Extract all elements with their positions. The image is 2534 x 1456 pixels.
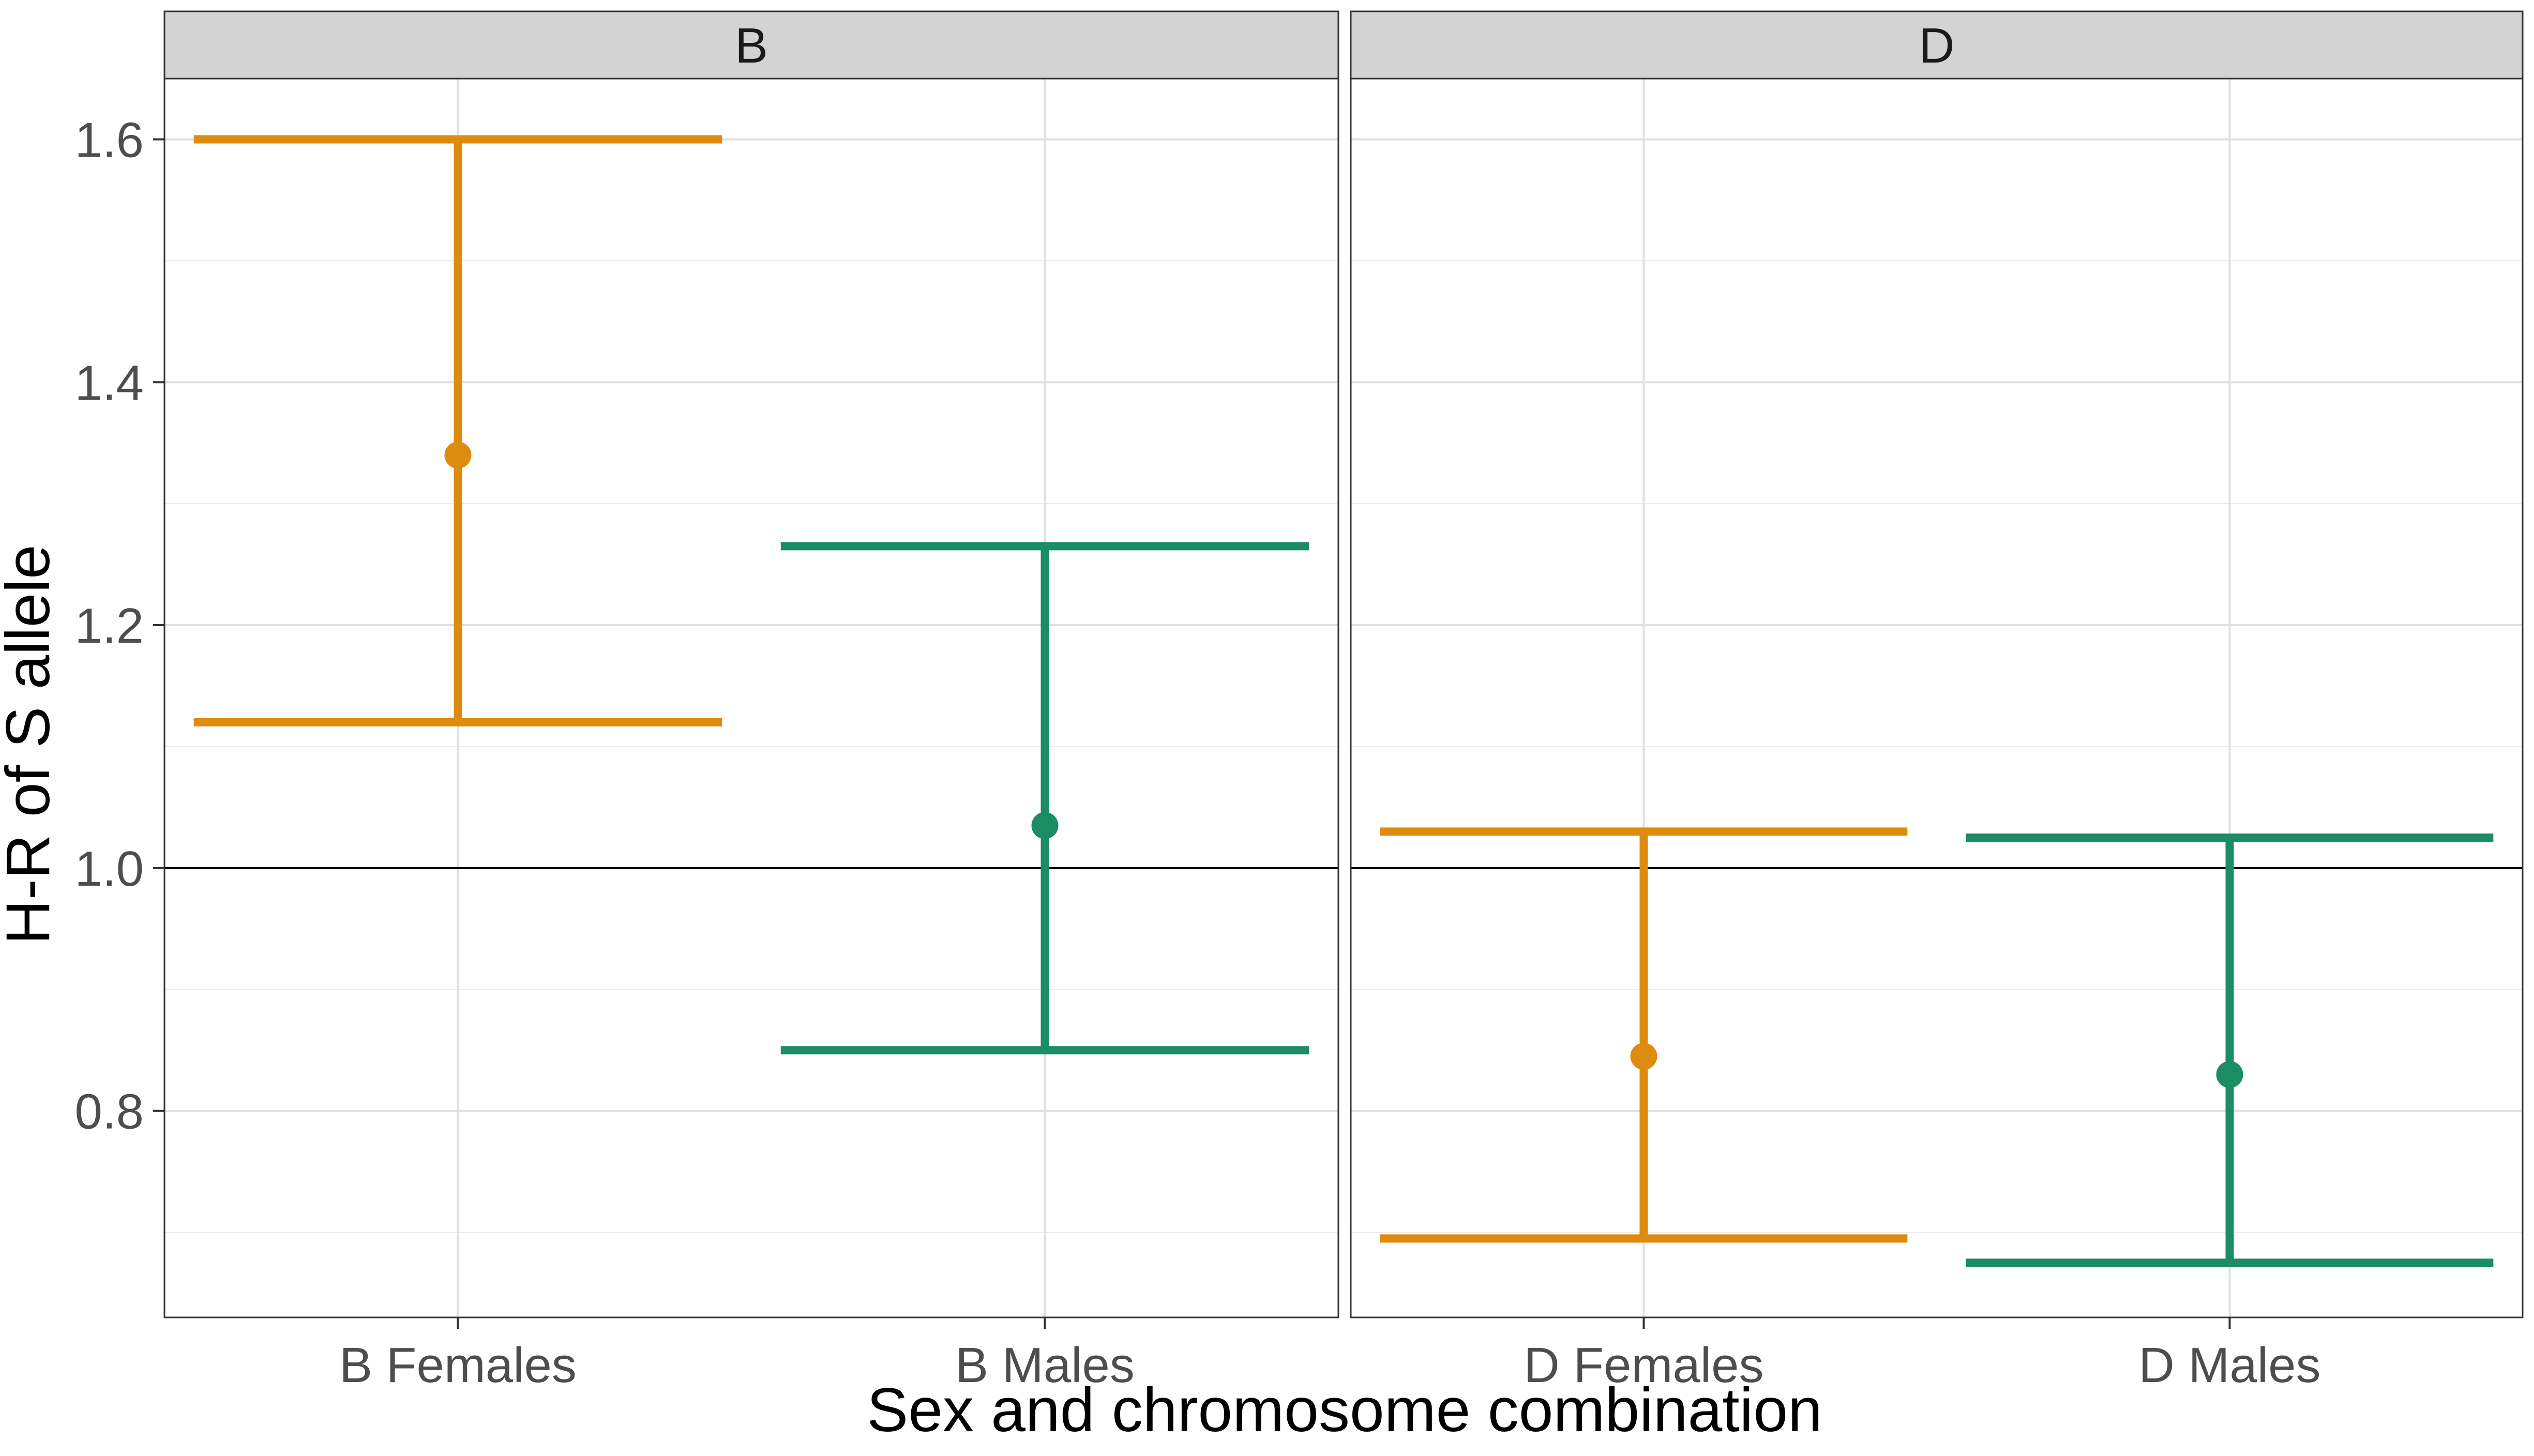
facet-strip [1350, 10, 2524, 80]
point-estimate [2216, 1061, 2243, 1088]
errorbar-d-females [1380, 827, 1908, 1243]
point-estimate [1031, 812, 1059, 839]
facet-strip-label: D [1919, 18, 1954, 73]
y-tick-label: 1.4 [75, 355, 144, 411]
facet-strip [163, 10, 1339, 80]
panel-background [1351, 79, 2523, 1317]
y-tick-label: 1.0 [75, 841, 144, 897]
y-tick-label: 1.6 [75, 112, 144, 168]
x-tick-label: D Females [1524, 1338, 1763, 1393]
panel-border [1350, 78, 2524, 1318]
errorbar-b-females [193, 135, 722, 726]
facet-panels: B B Females B Males D D Females D Males [163, 10, 2524, 1393]
errorbar-d-males [1966, 833, 2494, 1267]
x-tick-label: B Females [339, 1338, 577, 1393]
x-tick-label: B Males [955, 1338, 1135, 1393]
y-axis-title: H-R of S allele [0, 544, 63, 945]
facet-strip-label: B [735, 18, 768, 73]
point-estimate [444, 442, 472, 469]
point-estimate [1630, 1042, 1657, 1070]
y-tick-label: 0.8 [75, 1084, 144, 1140]
x-axis-title: Sex and chromosome combination [867, 1375, 1822, 1445]
x-tick-label: D Males [2138, 1338, 2320, 1393]
y-tick-label: 1.2 [75, 598, 144, 654]
facet-panel-d: D D Females D Males [1350, 10, 2524, 1393]
errorbar-b-males [780, 542, 1309, 1055]
panel-border [163, 78, 1339, 1318]
panel-background [164, 79, 1338, 1317]
facet-panel-b: B B Females B Males [163, 10, 1339, 1393]
y-axis: 0.8 1.0 1.2 1.4 1.6 [75, 112, 164, 1140]
